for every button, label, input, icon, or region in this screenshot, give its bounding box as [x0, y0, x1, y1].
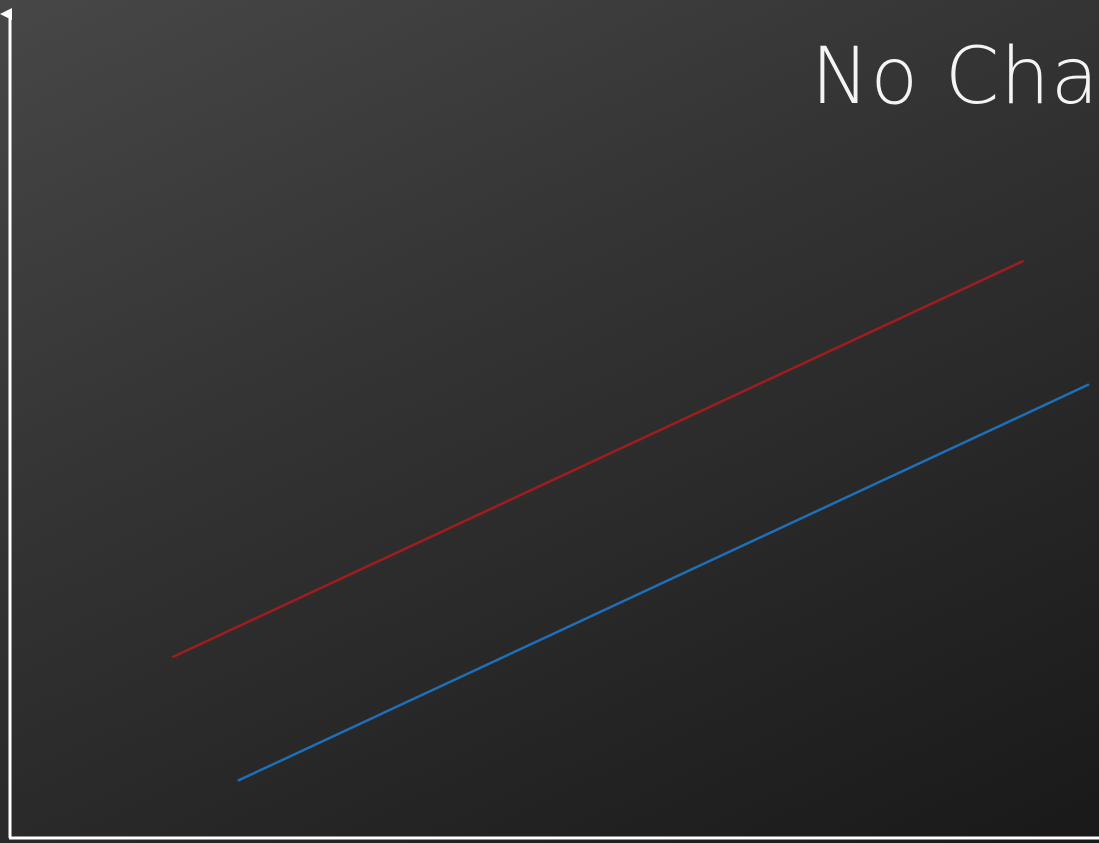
diagram-title: No Char [811, 32, 1099, 122]
series-upper-line [172, 259, 1025, 658]
series-layer [172, 259, 1090, 782]
series-lower-line [237, 383, 1090, 782]
